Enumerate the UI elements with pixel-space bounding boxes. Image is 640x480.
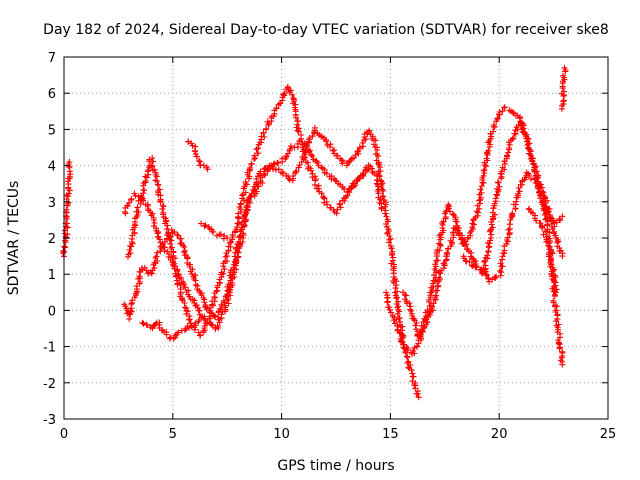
x-tick-label: 10: [273, 427, 290, 442]
point-markers: [460, 169, 560, 296]
data-points: [60, 64, 569, 401]
y-axis-label: SDTVAR / TECUs: [6, 181, 22, 296]
y-tick-label: 4: [48, 160, 56, 175]
series-track-k: [460, 169, 560, 296]
x-tick-label: 25: [600, 427, 617, 442]
series-track-l: [525, 205, 566, 368]
series-track-m: [558, 64, 569, 112]
point-markers: [198, 220, 231, 242]
y-tick-label: 6: [48, 87, 56, 102]
x-tick-label: 0: [60, 427, 68, 442]
y-tick-label: 5: [48, 123, 56, 138]
point-markers: [558, 64, 569, 112]
y-tick-label: -3: [43, 413, 56, 428]
point-markers: [139, 314, 205, 342]
y-tick-label: 7: [48, 51, 56, 66]
x-axis-label: GPS time / hours: [277, 458, 394, 474]
y-tick-label: 2: [48, 232, 56, 247]
point-markers: [185, 138, 211, 173]
series-track-b: [122, 124, 422, 401]
y-tick-label: 1: [48, 268, 56, 283]
point-markers: [125, 83, 372, 339]
series-track-d: [125, 83, 372, 339]
x-tick-label: 20: [491, 427, 508, 442]
y-tick-label: 3: [48, 196, 56, 211]
point-markers: [122, 124, 422, 401]
point-markers: [525, 205, 566, 368]
axis-ticks: 0 5 10 15 20 25 -3 -2 -1 0 1 2 3 4 5 6 7: [43, 51, 616, 442]
series-track-e: [139, 314, 205, 342]
y-tick-label: 0: [48, 304, 56, 319]
chart-title: Day 182 of 2024, Sidereal Day-to-day VTE…: [43, 22, 609, 38]
series-track-f: [185, 138, 211, 173]
point-markers: [60, 159, 74, 260]
y-tick-label: -2: [43, 377, 56, 392]
series-track-a: [60, 159, 74, 260]
series-track-g: [198, 220, 231, 242]
x-tick-label: 15: [382, 427, 399, 442]
x-tick-label: 5: [169, 427, 177, 442]
grid: [64, 57, 608, 419]
y-tick-label: -1: [43, 341, 56, 356]
